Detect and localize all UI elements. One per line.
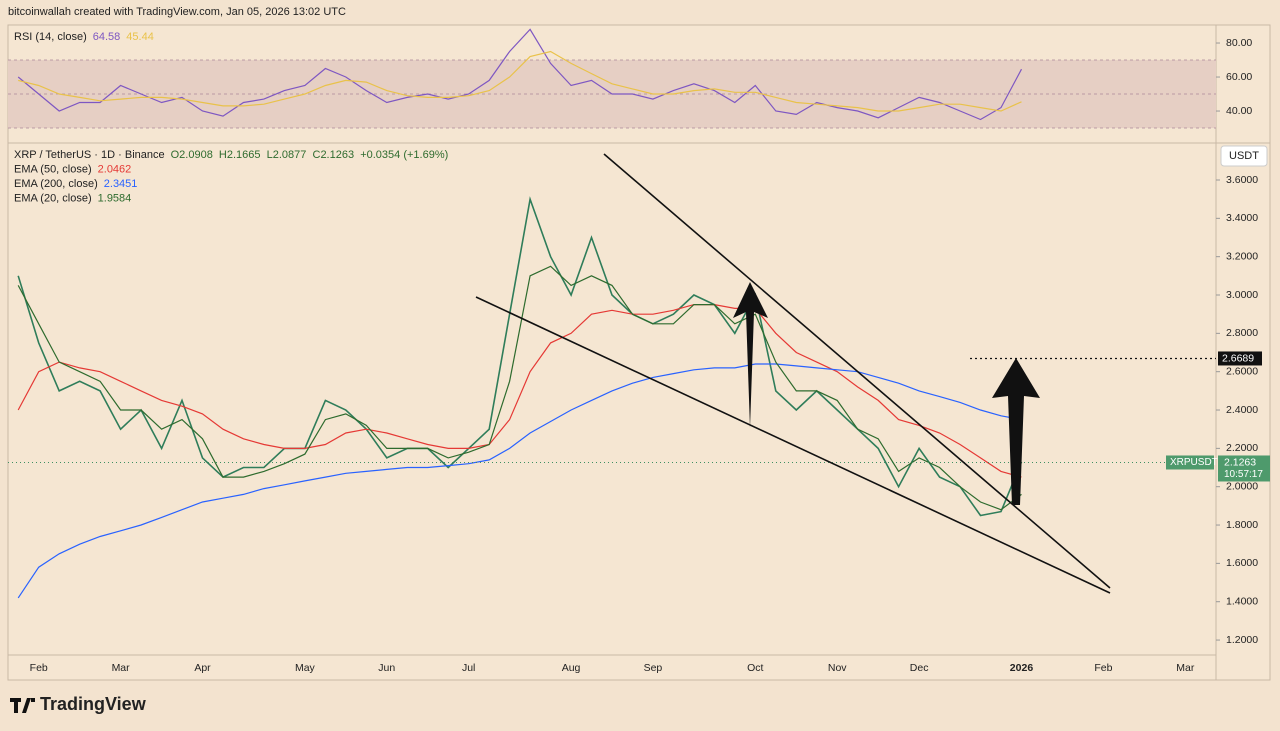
symbol-label: XRPUSDT [1170,457,1218,468]
y-tick-label: 40.00 [1226,105,1252,117]
countdown: 10:57:17 [1224,469,1263,480]
y-tick-label: 3.6000 [1226,174,1258,186]
x-tick-label: Feb [30,662,48,674]
y-tick-label: 2.2000 [1226,442,1258,454]
y-tick-label: 1.6000 [1226,557,1258,569]
header: bitcoinwallah created with TradingView.c… [8,6,346,18]
y-tick-label: 3.0000 [1226,289,1258,301]
y-tick-label: 2.4000 [1226,404,1258,416]
x-tick-label: Nov [828,662,847,674]
trendline-lower [475,296,1111,594]
target-label: 2.6689 [1222,352,1254,364]
symbol-box [1166,455,1214,470]
series-line [17,196,1023,517]
legend-ohlc: O2.0908 H2.1665 L2.0877 C2.1263 +0.0354 … [171,149,449,161]
x-tick-label: Oct [747,662,763,674]
legend-entry: EMA (200, close) [14,178,98,190]
x-tick-label: 2026 [1010,662,1034,674]
price-box [1218,455,1270,482]
chart-frame [7,24,1271,681]
series-line [17,363,1022,599]
brand-logo: TradingView [10,694,147,714]
x-tick-label: Jun [378,662,395,674]
x-tick-label: Feb [1094,662,1112,674]
series-line [17,265,1022,511]
y-tick-label: 1.2000 [1226,634,1258,646]
y-tick-label: 3.2000 [1226,250,1258,262]
x-tick-label: May [295,662,316,674]
x-tick-label: Aug [562,662,581,674]
unit-label: USDT [1229,150,1259,162]
brand: TradingView [40,694,147,714]
x-tick-label: Apr [194,662,211,674]
x-tick-label: Dec [910,662,929,674]
trendline-upper [603,153,1111,589]
y-tick-label: 2.8000 [1226,327,1258,339]
y-tick-label: 2.0000 [1226,480,1258,492]
x-tick-label: Sep [644,662,663,674]
legend-value: 45.44 [126,31,154,43]
legend-value: 2.0462 [98,163,132,175]
series-line [17,304,1022,478]
legend-value: 64.58 [93,31,121,43]
price-label: 2.1263 [1224,456,1256,468]
y-tick-label: 2.6000 [1226,365,1258,377]
legend-title: XRP / TetherUS · 1D · Binance [14,149,165,161]
x-tick-label: Jul [462,662,475,674]
x-tick-label: Mar [112,662,131,674]
legend-value: 1.9584 [98,192,132,204]
y-tick-label: 1.4000 [1226,595,1258,607]
legend-title: RSI (14, close) [14,31,87,43]
x-tick-label: Mar [1176,662,1195,674]
y-tick-label: 80.00 [1226,37,1252,49]
y-tick-label: 1.8000 [1226,519,1258,531]
legend-value: 2.3451 [104,178,138,190]
y-tick-label: 60.00 [1226,71,1252,83]
target-label-box [1218,351,1262,366]
unit-box [1220,145,1268,167]
arrow-annotation [733,282,768,428]
arrow-annotation [992,358,1040,505]
legend-entry: EMA (20, close) [14,192,92,204]
legend-entry: EMA (50, close) [14,163,92,175]
y-tick-label: 3.4000 [1226,212,1258,224]
series-line [18,50,1022,112]
